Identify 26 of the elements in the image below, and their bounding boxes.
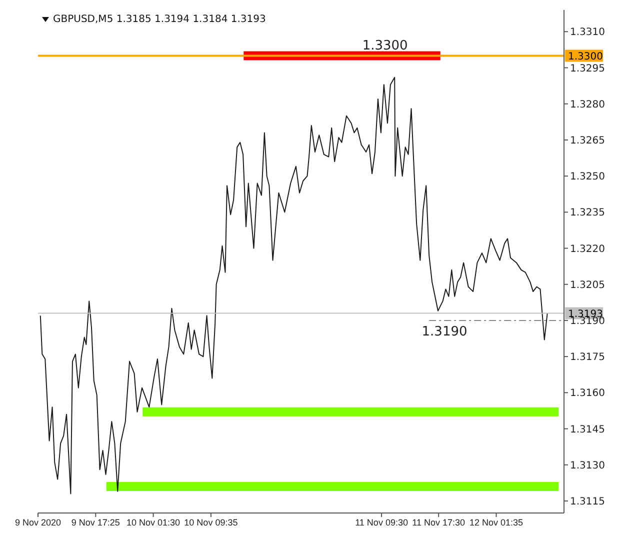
y-tick-label: 1.3220 (570, 244, 605, 255)
y-tick-label: 1.3130 (570, 460, 605, 472)
y-tick-label: 1.3205 (570, 280, 605, 291)
y-tick-label: 1.3295 (570, 63, 605, 74)
y-tick-label: 1.3175 (570, 352, 605, 364)
x-tick-label: 12 Nov 01:35 (469, 517, 524, 528)
y-tick-label: 1.3160 (570, 388, 605, 400)
x-tick-label: 11 Nov 17:30 (412, 517, 466, 528)
y-tick-label: 1.3310 (570, 27, 605, 38)
y-tick-label: 1.3115 (570, 496, 605, 508)
ref-line-label: 1.3300 (568, 52, 603, 63)
annotation: 1.3300 (362, 38, 408, 54)
y-tick-label: 1.3265 (570, 136, 605, 147)
x-tick-label: 9 Nov 2020 (14, 517, 62, 528)
y-tick-label: 1.3250 (570, 172, 605, 183)
x-tick-label: 9 Nov 17:25 (71, 517, 120, 528)
chart-title: GBPUSD,M5 1.3185 1.3194 1.3184 1.3193 (53, 14, 266, 25)
x-tick-label: 11 Nov 09:30 (355, 517, 408, 528)
y-tick-label: 1.3190 (570, 316, 605, 328)
y-tick-label: 1.3280 (570, 99, 605, 110)
annotation: 1.3190 (422, 324, 468, 340)
x-tick-label: 10 Nov 01:30 (126, 517, 180, 528)
y-tick-label: 1.3145 (570, 424, 605, 436)
line-series (40, 76, 548, 494)
x-tick-label: 10 Nov 09:35 (184, 517, 238, 528)
y-tick-label: 1.3235 (570, 208, 605, 219)
